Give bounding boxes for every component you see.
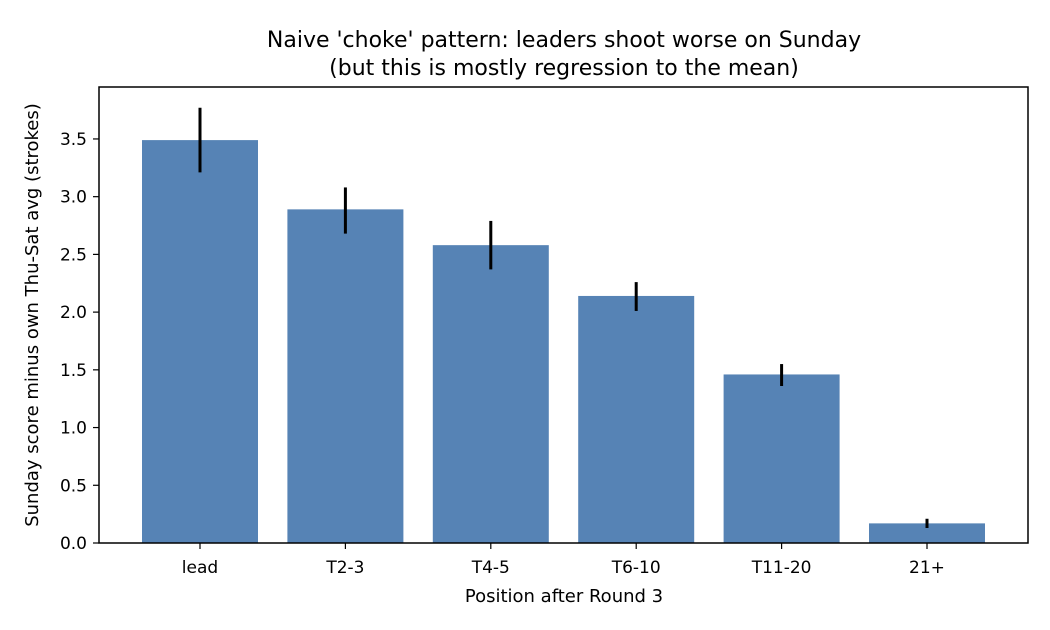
y-tick-label: 0.5 bbox=[60, 476, 87, 496]
x-tick-label: 21+ bbox=[909, 558, 945, 578]
bar-21- bbox=[869, 523, 985, 543]
bar-t11-20 bbox=[723, 374, 840, 543]
x-tick-label: T2-3 bbox=[325, 558, 364, 578]
x-tick-label: T11-20 bbox=[751, 558, 812, 578]
bar-lead bbox=[142, 140, 258, 543]
y-axis-label: Sunday score minus own Thu-Sat avg (stro… bbox=[22, 103, 43, 527]
y-tick-label: 1.0 bbox=[60, 419, 87, 439]
bar-t4-5 bbox=[432, 245, 549, 543]
x-tick-label: T6-10 bbox=[611, 558, 661, 578]
chart-title: Naive 'choke' pattern: leaders shoot wor… bbox=[267, 28, 861, 53]
y-tick-label: 3.0 bbox=[60, 188, 87, 208]
y-tick-label: 2.0 bbox=[60, 303, 87, 323]
plot-area: lead T2-3 T4-5 T6-10 T11-20 21+ 0.0 0.5 1.0 1.5 2.… bbox=[60, 107, 985, 578]
y-tick-label: 2.5 bbox=[60, 245, 87, 265]
y-tick-label: 0.0 bbox=[60, 534, 87, 554]
bar-t2-3 bbox=[287, 209, 404, 543]
axes-frame bbox=[98, 86, 1029, 544]
chart-subtitle: (but this is mostly regression to the me… bbox=[329, 56, 799, 81]
x-tick-label: lead bbox=[182, 558, 218, 578]
x-axis-label: Position after Round 3 bbox=[465, 586, 663, 607]
y-tick-label: 1.5 bbox=[60, 361, 87, 381]
bar-t6-10 bbox=[578, 295, 695, 543]
x-tick-label: T4-5 bbox=[471, 558, 510, 578]
y-tick-label: 3.5 bbox=[60, 130, 87, 150]
